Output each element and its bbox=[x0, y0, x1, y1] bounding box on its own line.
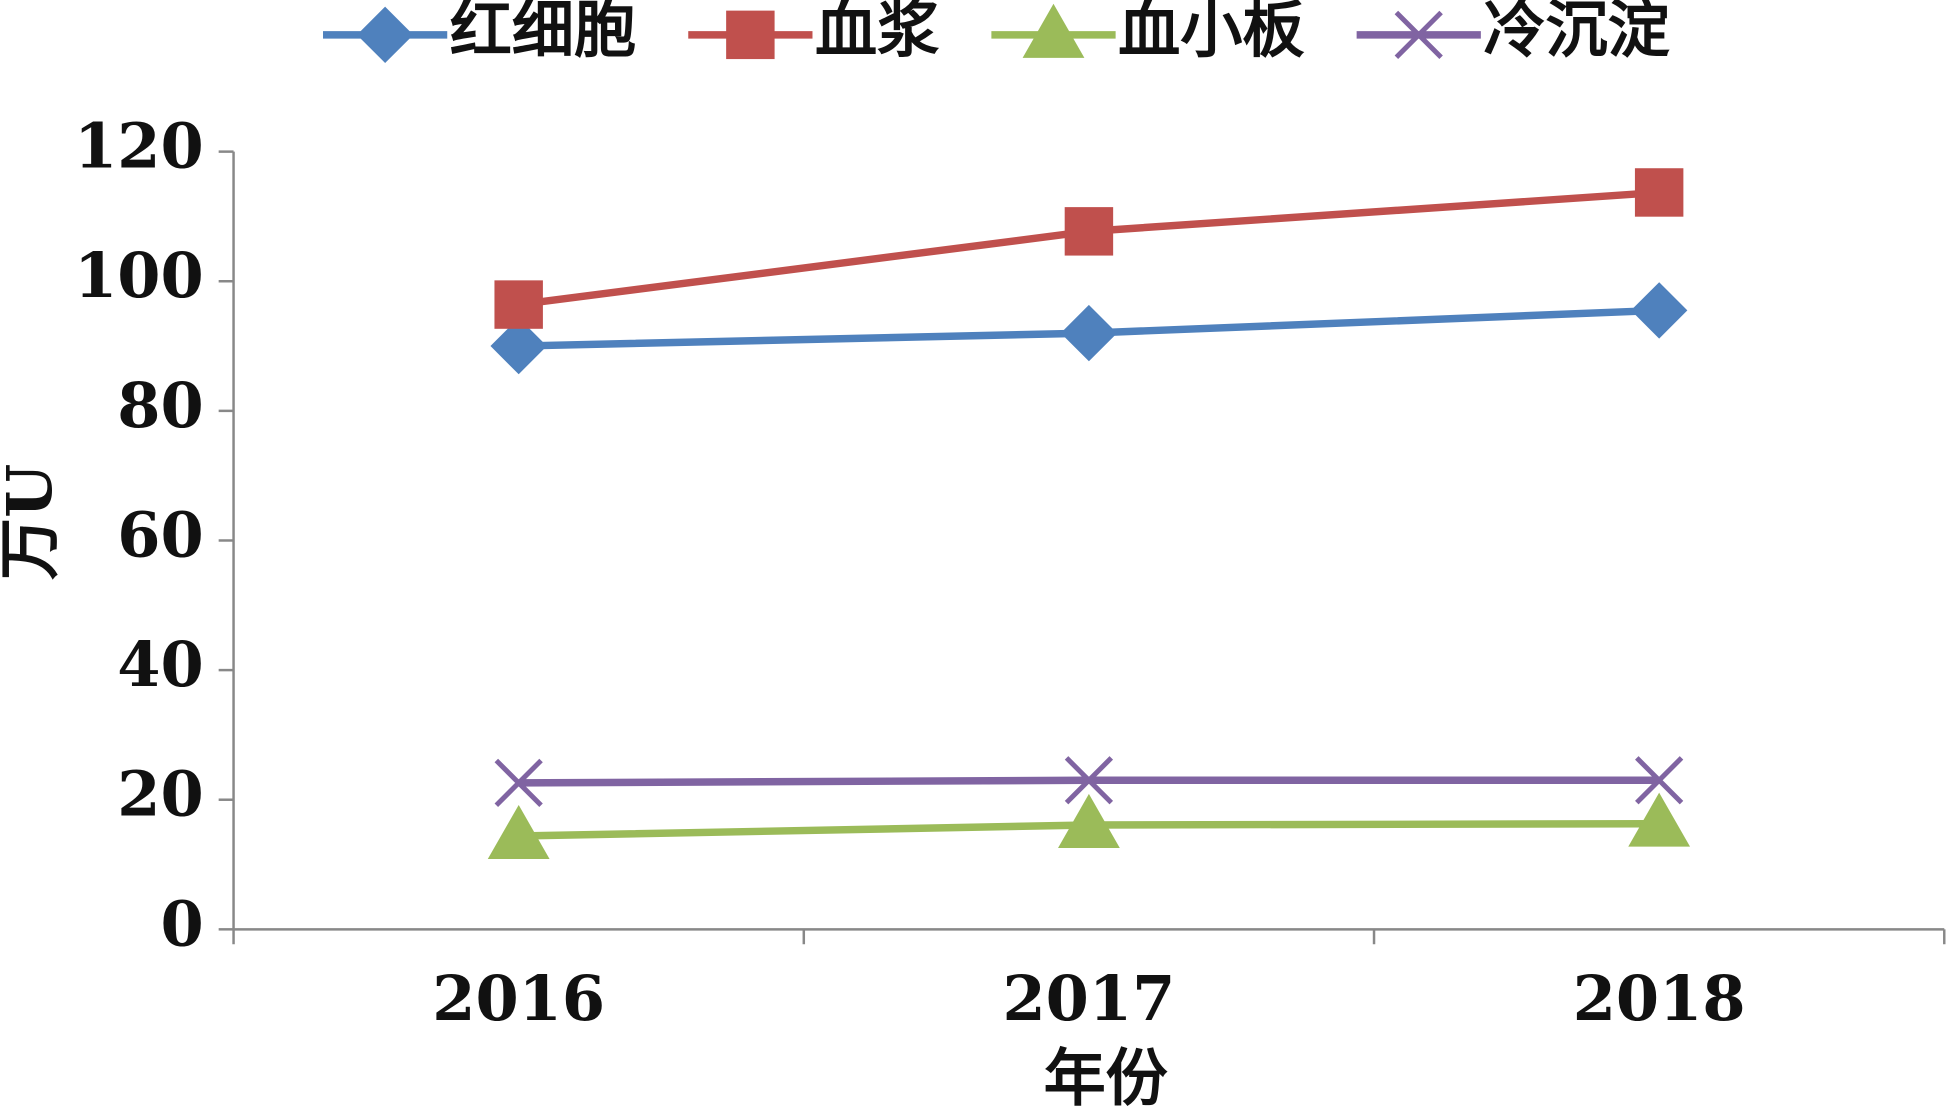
legend-label: 血浆 bbox=[815, 0, 939, 66]
data-point bbox=[494, 758, 543, 807]
x-axis-label: 年份 bbox=[1044, 1041, 1168, 1114]
data-point bbox=[1064, 207, 1114, 256]
y-tick-label: 60 bbox=[117, 498, 203, 571]
data-point bbox=[1630, 282, 1688, 339]
data-point bbox=[1060, 304, 1118, 362]
data-point bbox=[1058, 793, 1120, 848]
data-point bbox=[487, 804, 550, 859]
y-axis-label: 万U bbox=[0, 464, 66, 580]
y-tick-label: 100 bbox=[74, 239, 204, 312]
data-point bbox=[1635, 756, 1684, 805]
y-tick-label: 120 bbox=[74, 110, 204, 183]
data-point bbox=[490, 317, 547, 375]
legend-marker bbox=[726, 10, 775, 60]
y-tick-label: 40 bbox=[117, 628, 203, 701]
x-tick-label: 2018 bbox=[1573, 962, 1746, 1035]
legend-label: 血小板 bbox=[1118, 0, 1304, 66]
legend-marker bbox=[1022, 3, 1085, 58]
data-point bbox=[1628, 792, 1691, 847]
data-point bbox=[1064, 756, 1114, 805]
y-tick-label: 80 bbox=[117, 369, 203, 442]
data-point bbox=[494, 280, 543, 329]
y-tick-label: 0 bbox=[161, 887, 204, 960]
legend-label: 冷沉淀 bbox=[1483, 0, 1669, 66]
legend-marker bbox=[1394, 10, 1443, 59]
y-tick-label: 20 bbox=[117, 758, 203, 831]
legend-label: 红细胞 bbox=[450, 0, 636, 66]
data-point bbox=[1634, 168, 1684, 217]
x-tick-label: 2017 bbox=[1002, 962, 1175, 1035]
legend-marker bbox=[356, 6, 414, 64]
x-tick-label: 2016 bbox=[432, 962, 605, 1035]
